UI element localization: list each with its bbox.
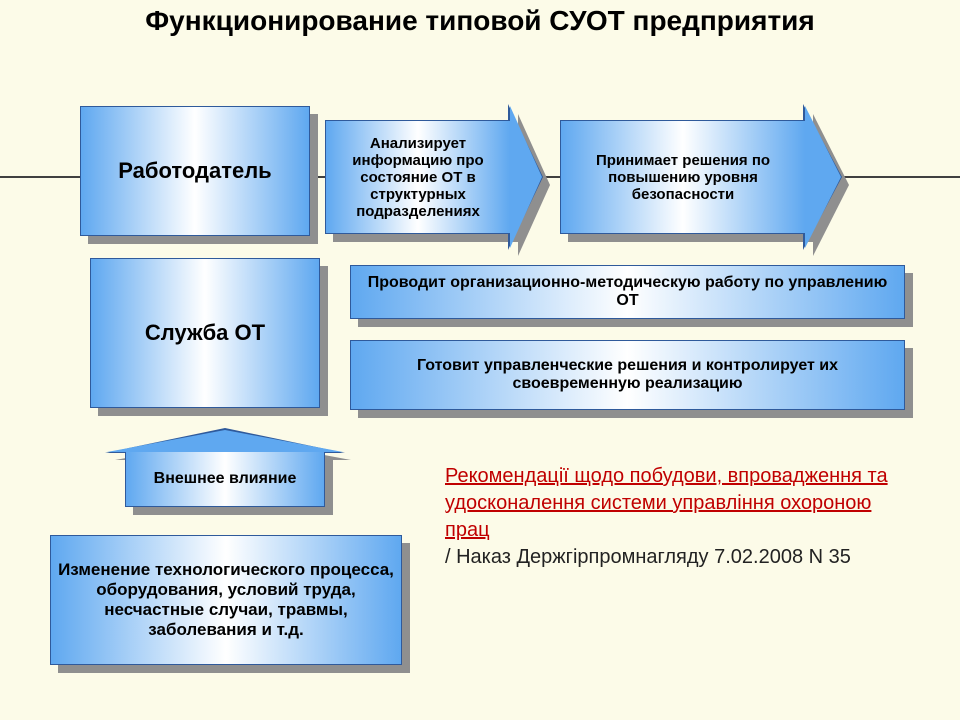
arrow-body: Анализирует информацию про состояние ОТ … [325,120,510,234]
node-methodic-label: Проводит организационно-методическую раб… [357,274,898,310]
node-changes-label: Изменение технологического процесса, обо… [57,560,395,640]
node-prepares-label: Готовит управленческие решения и контрол… [357,357,898,393]
arrow-head [107,430,343,452]
node-changes: Изменение технологического процесса, обо… [50,535,402,665]
node-face: Работодатель [80,106,310,236]
arrow-head [805,106,841,248]
slide-title: Функционирование типовой СУОТ предприяти… [0,5,960,37]
node-external-label: Внешнее влияние [154,470,297,488]
node-face: Готовит управленческие решения и контрол… [350,340,905,410]
node-employer-label: Работодатель [118,158,271,184]
node-methodic: Проводит организационно-методическую раб… [350,265,905,319]
node-service-label: Служба ОТ [145,320,265,346]
node-decides: Принимает решения по повышению уровня бе… [560,120,841,234]
node-prepares: Готовит управленческие решения и контрол… [350,340,905,410]
node-face: Проводит организационно-методическую раб… [350,265,905,319]
reference-link[interactable]: Рекомендації щодо побудови, впровадження… [445,465,888,541]
node-employer: Работодатель [80,106,310,236]
node-face: Служба ОТ [90,258,320,408]
node-face: Изменение технологического процесса, обо… [50,535,402,665]
reference-tail: / Наказ Держгірпромнагляду 7.02.2008 N 3… [445,546,851,568]
node-analyzes: Анализирует информацию про состояние ОТ … [325,120,542,234]
node-analyzes-label: Анализирует информацию про состояние ОТ … [332,135,504,220]
node-decides-label: Принимает решения по повышению уровня бе… [567,152,799,203]
node-external: Внешнее влияние [125,430,325,507]
arrow-head [510,106,542,248]
arrow-body: Внешнее влияние [125,452,325,507]
reference-block: Рекомендації щодо побудови, впровадження… [445,463,920,571]
slide: Функционирование типовой СУОТ предприяти… [0,0,960,720]
node-service: Служба ОТ [90,258,320,408]
slide-title-text: Функционирование типовой СУОТ предприяти… [145,5,814,36]
arrow-body: Принимает решения по повышению уровня бе… [560,120,805,234]
